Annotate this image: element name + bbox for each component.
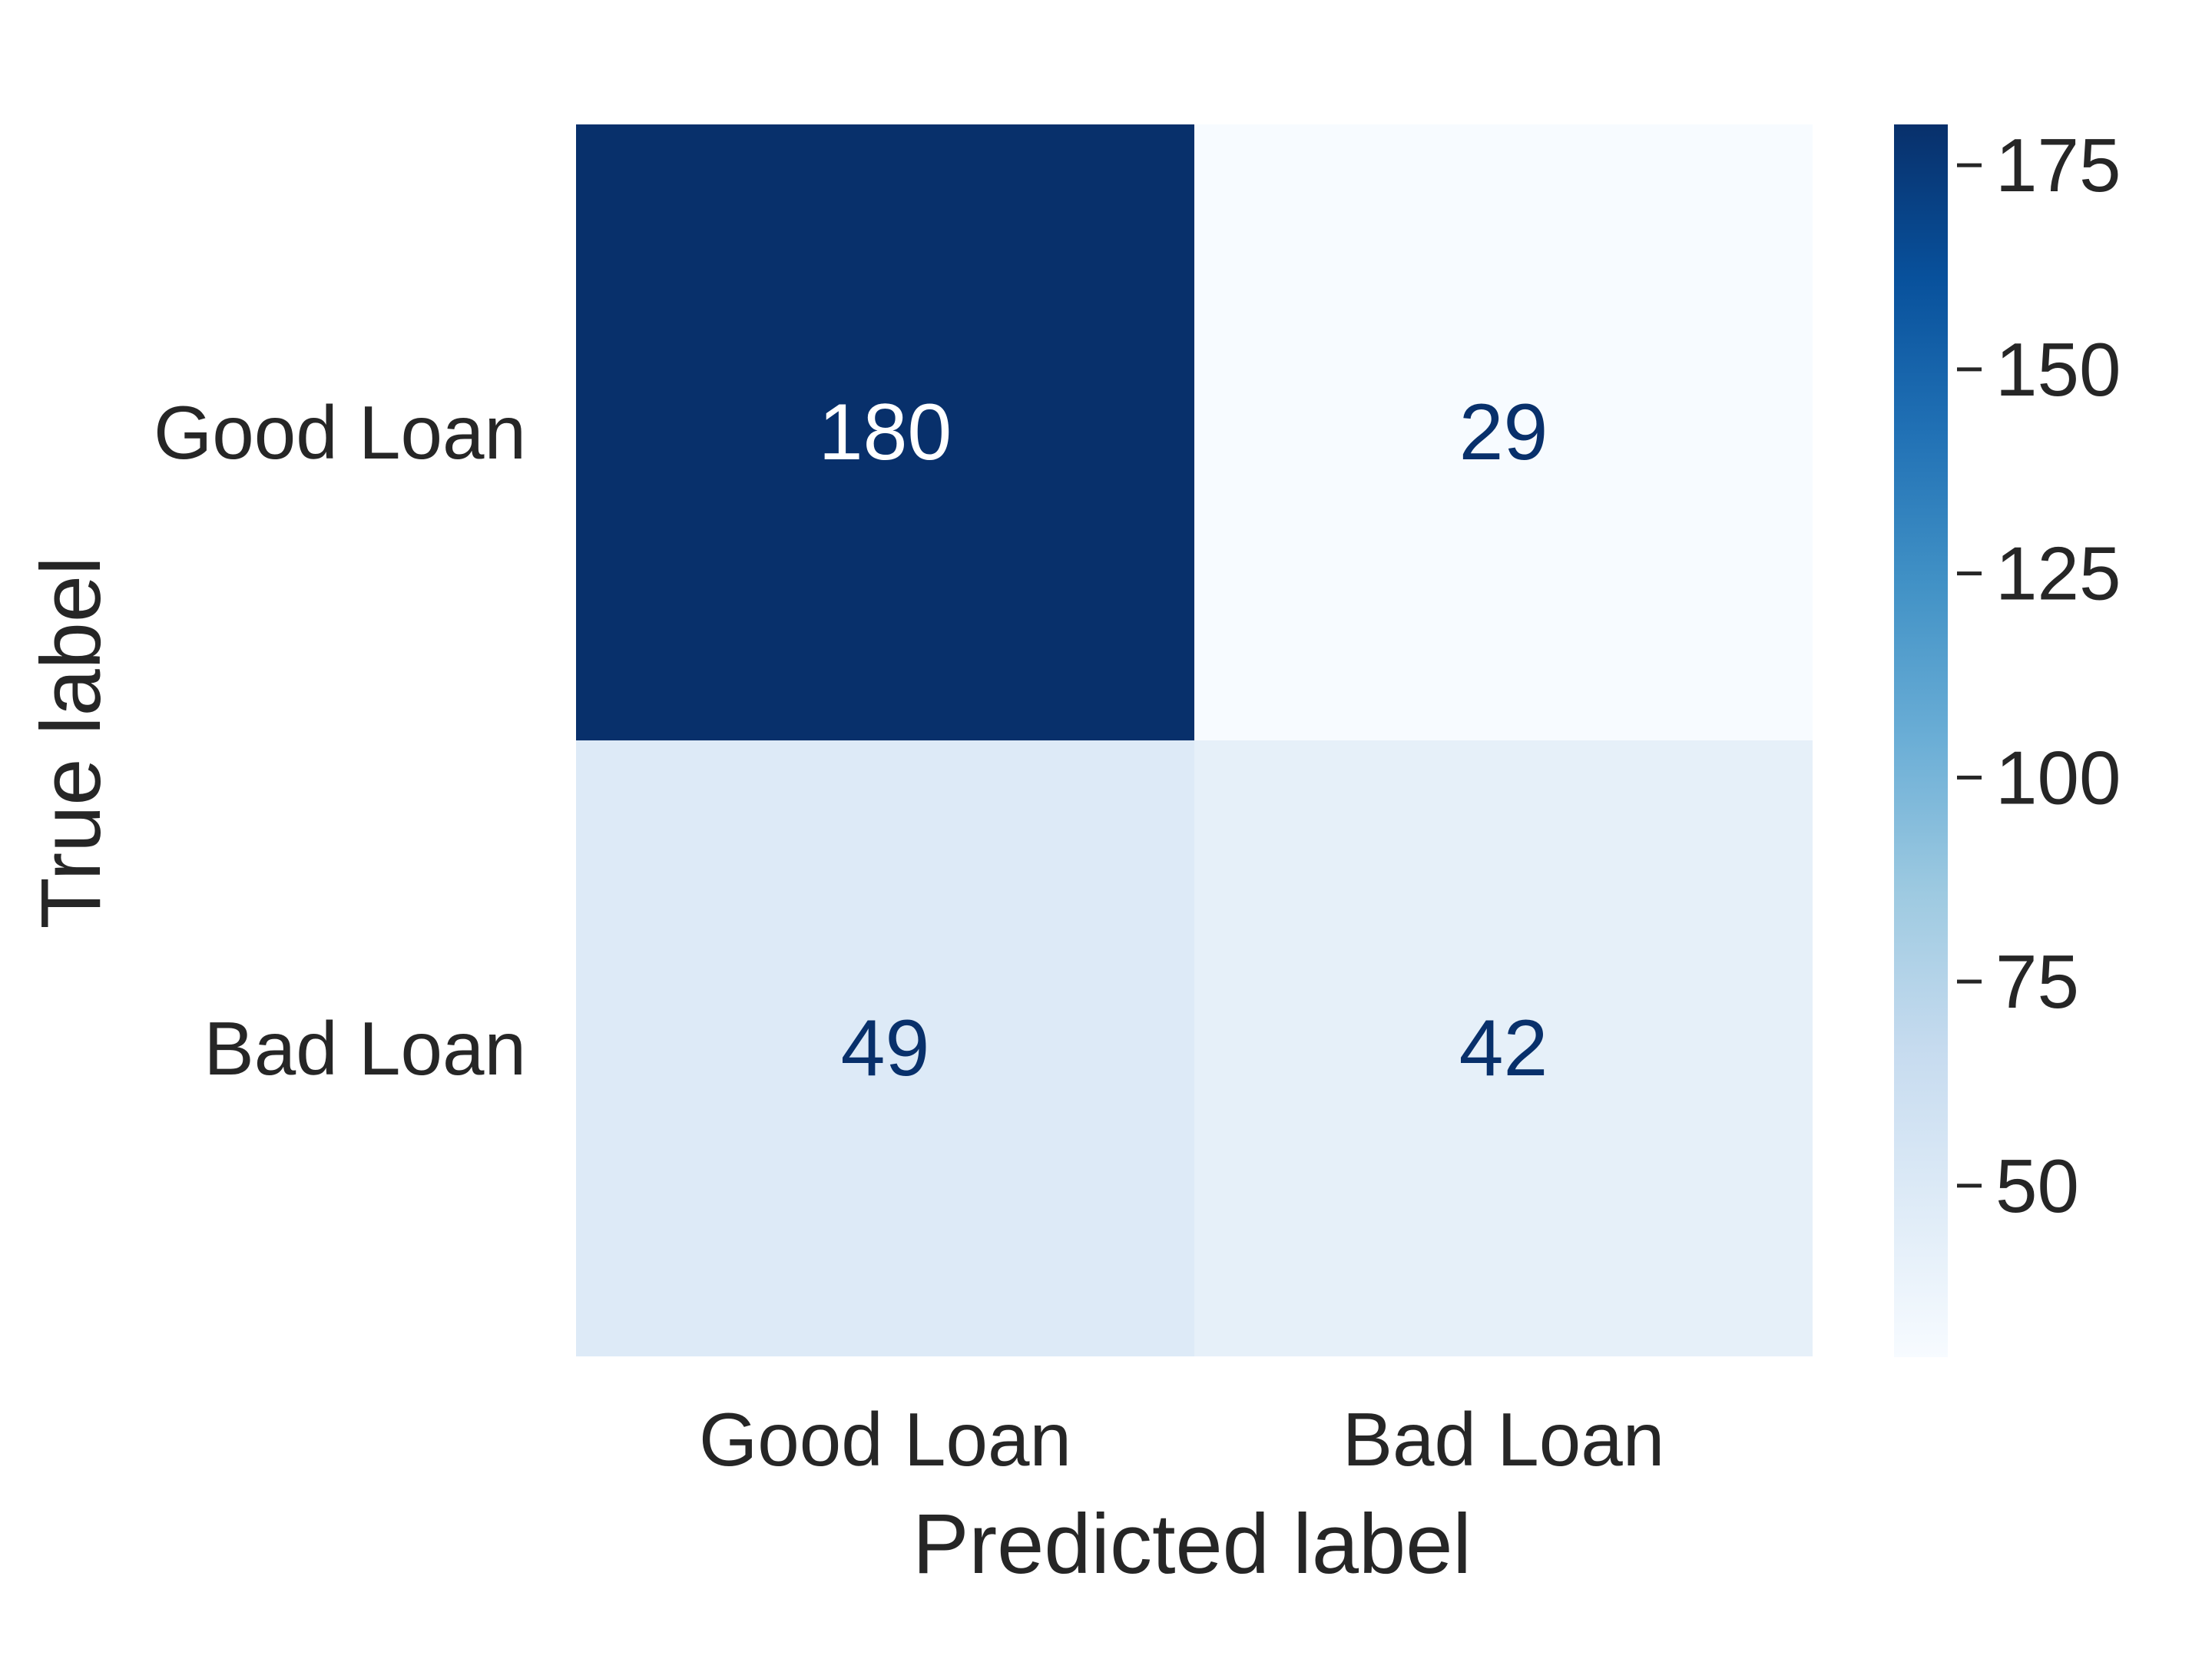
colorbar-tick-label: 75	[1995, 939, 2079, 1024]
heatmap-cell-value: 29	[1459, 388, 1548, 477]
x-axis-title: Predicted label	[912, 1497, 1472, 1591]
heatmap-cell-value: 42	[1459, 1004, 1548, 1093]
heatmap-cell-value: 49	[841, 1004, 930, 1093]
colorbar-tick-label: 50	[1995, 1144, 2079, 1228]
colorbar-tick-label: 175	[1995, 123, 2121, 207]
heatmap-cell	[1194, 124, 1813, 740]
colorbar-tick-label: 100	[1995, 735, 2121, 820]
colorbar-tick-label: 125	[1995, 531, 2121, 616]
y-axis-title: True label	[24, 556, 118, 929]
y-tick-label: Bad Loan	[204, 1006, 526, 1091]
colorbar: 50 75 100 125 150 175	[1894, 123, 2121, 1357]
heatmap-cell-labels: 180 29 49 42	[819, 388, 1548, 1093]
x-tick-label: Bad Loan	[1343, 1397, 1665, 1482]
x-axis-tick-labels: Good Loan Bad Loan	[699, 1397, 1664, 1482]
x-tick-label: Good Loan	[699, 1397, 1071, 1482]
colorbar-gradient	[1894, 124, 1948, 1357]
heatmap-cell-value: 180	[819, 388, 952, 477]
y-axis-tick-labels: Good Loan Bad Loan	[154, 390, 526, 1091]
heatmap-cell	[576, 740, 1194, 1356]
heatmap-cell	[576, 124, 1194, 740]
colorbar-tick-label: 150	[1995, 327, 2121, 412]
heatmap-cell	[1194, 740, 1813, 1356]
heatmap-cells	[576, 124, 1813, 1356]
colorbar-ticks: 50 75 100 125 150 175	[1957, 123, 2121, 1228]
y-tick-label: Good Loan	[154, 390, 526, 475]
